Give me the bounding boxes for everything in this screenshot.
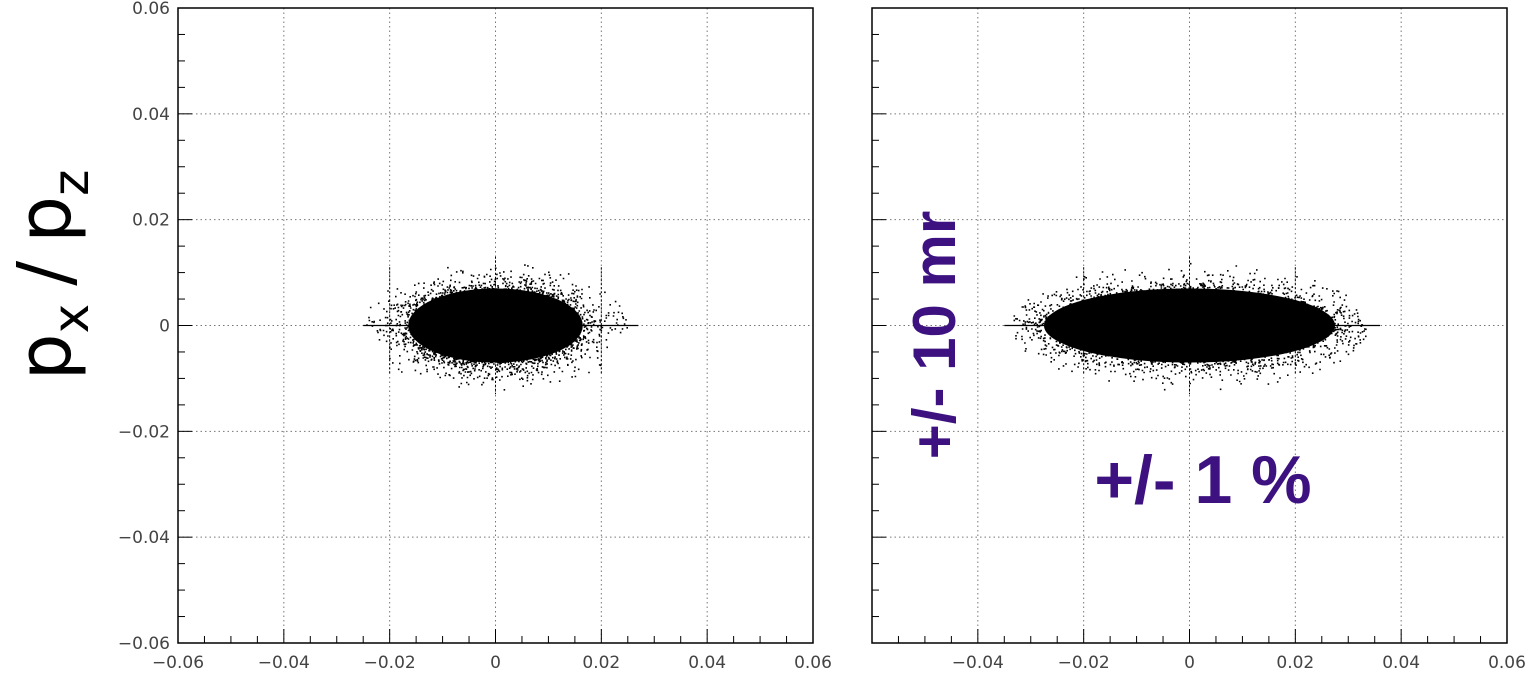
x-tick-label: 0.06 <box>1488 653 1526 673</box>
y-tick-label: 0.02 <box>132 211 170 231</box>
left-x-tick-labels: −0.06 −0.04 −0.02 0 0.02 0.04 0.06 <box>152 653 832 673</box>
left-scatter-panel: −0.06 −0.04 −0.02 0 0.02 0.04 0.06 0.060.040.0… <box>118 0 832 673</box>
left-y-tick-labels: 0.06 0.04 0.02 0 −0.02 −0.04 −0.06 <box>118 0 170 654</box>
right-x-tick-labels: −0.04 −0.02 0 0.02 0.04 0.06 <box>952 653 1526 673</box>
annotation-vertical: +/- 10 mr <box>901 211 968 459</box>
y-tick-label: −0.02 <box>118 422 170 442</box>
y-tick-label: −0.04 <box>118 528 170 548</box>
x-tick-label: −0.02 <box>364 653 416 673</box>
y-label-slash: / <box>2 261 88 286</box>
x-tick-label: 0.02 <box>1276 653 1314 673</box>
y-axis-label: px/pz <box>2 170 100 381</box>
x-tick-label: 0 <box>490 653 501 673</box>
x-tick-label: −0.06 <box>152 653 204 673</box>
x-tick-label: −0.04 <box>952 653 1004 673</box>
left-axis-ticks <box>177 7 814 644</box>
right-scatter-points <box>1004 256 1380 395</box>
scatter-points <box>366 264 628 391</box>
x-tick-label: −0.02 <box>1058 653 1110 673</box>
y-label-sub-z: z <box>42 170 100 196</box>
right-scatter-panel: −0.04 −0.02 0 0.02 0.04 0.06 <box>871 7 1526 673</box>
y-label-p: p <box>2 333 88 380</box>
scatter-points <box>1013 262 1367 391</box>
right-axis-ticks <box>871 7 1508 644</box>
x-tick-label: 0.04 <box>1382 653 1420 673</box>
x-tick-label: 0.06 <box>794 653 832 673</box>
y-tick-label: −0.06 <box>118 634 170 654</box>
x-tick-label: 0.04 <box>688 653 726 673</box>
x-tick-label: −0.04 <box>258 653 310 673</box>
y-label-sub-x: x <box>42 304 100 334</box>
y-tick-label: 0.06 <box>132 0 170 19</box>
annotation-horizontal: +/- 1 % <box>1094 442 1311 518</box>
y-tick-label: 0.04 <box>132 105 170 125</box>
y-tick-label: 0 <box>159 317 170 337</box>
x-tick-label: 0 <box>1184 653 1195 673</box>
y-label-p2: p <box>2 196 88 243</box>
x-tick-label: 0.02 <box>582 653 620 673</box>
left-scatter-points <box>363 256 639 395</box>
